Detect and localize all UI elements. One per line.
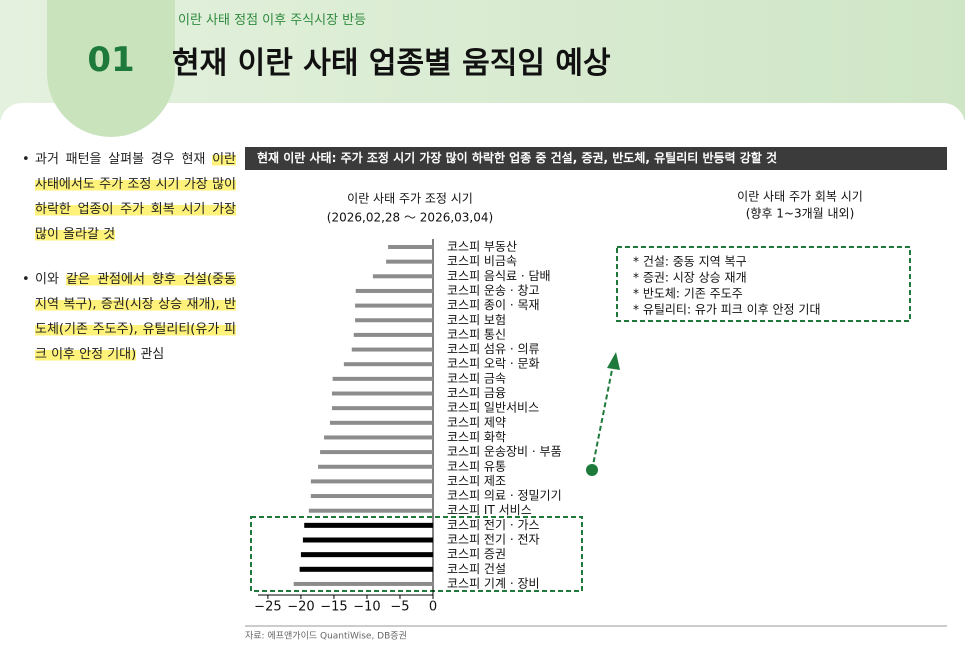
arrow-head bbox=[607, 352, 620, 370]
bar bbox=[388, 245, 433, 249]
bar bbox=[331, 391, 433, 396]
recovery-box bbox=[616, 246, 911, 322]
chart-subtitle: (2026,02,28 ～ 2026,03,04) bbox=[327, 211, 493, 225]
bar bbox=[329, 420, 433, 425]
bar bbox=[302, 537, 433, 543]
bar bbox=[308, 508, 433, 513]
bar bbox=[304, 522, 433, 528]
bar bbox=[355, 288, 433, 293]
category-label: 코스피 오락 · 문화 bbox=[447, 357, 540, 371]
bar bbox=[320, 450, 433, 455]
banner: 현재 이란 사태: 주가 조정 시기 가장 많이 하락한 업종 중 건설, 증권… bbox=[245, 147, 947, 170]
title: 현재 이란 사태 업종별 움직임 예상 bbox=[172, 46, 611, 81]
x-tick-label: −25 bbox=[254, 599, 281, 614]
bar bbox=[324, 435, 433, 440]
bar bbox=[355, 303, 433, 308]
subtitle: 이란 사태 정점 이후 주식시장 반등 bbox=[178, 13, 367, 28]
recovery-note: * 건설: 중동 지역 복구 bbox=[633, 255, 747, 269]
category-label: 코스피 건설 bbox=[447, 562, 506, 576]
bar bbox=[372, 274, 433, 279]
bar bbox=[318, 464, 433, 469]
x-tick-label: −10 bbox=[353, 599, 380, 614]
bar bbox=[299, 566, 433, 572]
category-label: 코스피 금속 bbox=[447, 371, 506, 385]
recovery-note: * 증권: 시장 상승 재개 bbox=[633, 271, 747, 285]
recovery-title: 이란 사태 주가 회복 시기 bbox=[737, 190, 863, 204]
text: 이와 bbox=[35, 272, 67, 287]
category-label: 코스피 종이 · 목재 bbox=[447, 298, 540, 312]
chart-title: 이란 사태 주가 조정 시기 bbox=[347, 192, 473, 206]
arrow bbox=[591, 364, 614, 471]
arrow-dot bbox=[586, 464, 598, 476]
bullet: 이와 같은 관점에서 향후 건설(중동 지역 복구), 증권(시장 상승 재개)… bbox=[22, 267, 236, 367]
category-label: 코스피 음식료 · 담배 bbox=[447, 269, 551, 283]
bar bbox=[332, 376, 433, 381]
highlight-box bbox=[250, 516, 583, 592]
category-label: 코스피 섬유 · 의류 bbox=[447, 342, 540, 356]
bar bbox=[310, 479, 433, 484]
x-tick-label: −15 bbox=[320, 599, 347, 614]
x-tick-label: −5 bbox=[390, 599, 409, 614]
bar bbox=[331, 406, 433, 411]
x-tick-label: 0 bbox=[429, 599, 437, 614]
recovery-note: * 유틸리티: 유가 피크 이후 안정 기대 bbox=[633, 303, 821, 317]
bar bbox=[351, 347, 433, 352]
category-label: 코스피 IT 서비스 bbox=[447, 503, 532, 517]
category-label: 코스피 비금속 bbox=[447, 254, 517, 268]
bar bbox=[300, 552, 433, 558]
category-label: 코스피 증권 bbox=[447, 547, 506, 561]
category-label: 코스피 운송장비 · 부품 bbox=[447, 445, 562, 459]
category-label: 코스피 전기 · 전자 bbox=[447, 533, 540, 547]
category-label: 코스피 기계 · 장비 bbox=[447, 576, 540, 590]
bar bbox=[310, 494, 433, 499]
bullet-list: 과거 패턴을 살펴볼 경우 현재 이란 사태에서도 주가 조정 시기 가장 많이… bbox=[22, 147, 236, 387]
bar bbox=[355, 318, 433, 323]
category-label: 코스피 의료 · 정밀기기 bbox=[447, 489, 562, 503]
bar bbox=[293, 581, 433, 586]
category-label: 코스피 부동산 bbox=[447, 240, 517, 254]
number-tab bbox=[47, 0, 175, 137]
text: 과거 패턴을 살펴볼 경우 현재 bbox=[35, 152, 213, 167]
category-label: 코스피 운송 · 창고 bbox=[447, 283, 540, 297]
category-label: 코스피 제조 bbox=[447, 474, 506, 488]
x-tick-label: −20 bbox=[287, 599, 314, 614]
category-label: 코스피 보험 bbox=[447, 313, 506, 327]
bar bbox=[343, 362, 433, 367]
bar bbox=[353, 332, 433, 337]
section-number: 01 bbox=[87, 40, 135, 80]
bullet: 과거 패턴을 살펴볼 경우 현재 이란 사태에서도 주가 조정 시기 가장 많이… bbox=[22, 147, 236, 247]
category-label: 코스피 화학 bbox=[447, 430, 506, 444]
category-label: 코스피 제약 bbox=[447, 414, 506, 429]
category-label: 코스피 통신 bbox=[447, 327, 506, 341]
bar bbox=[386, 259, 433, 264]
source: 자료: 에프앤가이드 QuantiWise, DB증권 bbox=[245, 630, 407, 642]
text: 관심 bbox=[136, 347, 165, 362]
category-label: 코스피 유통 bbox=[447, 459, 506, 473]
category-label: 코스피 일반서비스 bbox=[447, 401, 539, 415]
recovery-subtitle: (향후 1~3개월 내외) bbox=[746, 207, 855, 221]
category-label: 코스피 금융 bbox=[447, 386, 506, 400]
category-label: 코스피 전기 · 가스 bbox=[447, 518, 540, 532]
recovery-note: * 반도체: 기존 주도주 bbox=[633, 287, 743, 301]
